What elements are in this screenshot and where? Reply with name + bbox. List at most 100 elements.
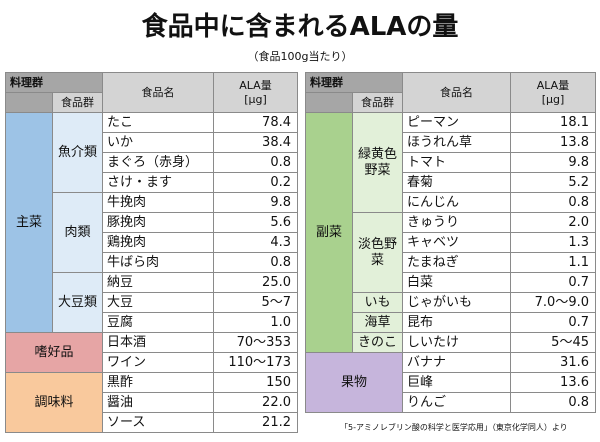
food-name: たまねぎ — [402, 252, 511, 273]
food-name: 昆布 — [402, 312, 511, 333]
subtitle: （食品100g当たり） — [247, 50, 353, 63]
ala-amount: 1.3 — [510, 232, 596, 253]
table-row: 食品群 — [5, 92, 298, 113]
food-name: 納豆 — [102, 272, 214, 293]
header-blank — [305, 92, 353, 113]
table-row: 果物 バナナ 31.6 — [305, 352, 596, 413]
table-row: 鶏挽肉 4.3 — [6, 232, 298, 253]
ala-amount: 21.2 — [213, 412, 298, 433]
header-amount: ALA量 [μg] — [213, 72, 298, 113]
table-row: 食品群 — [305, 92, 596, 113]
food-name: 豆腐 — [102, 312, 214, 333]
header-amount: ALA量 [μg] — [510, 72, 596, 113]
food-name: 白菜 — [402, 272, 511, 293]
food-name: ワイン — [102, 352, 214, 373]
food-name: きゅうり — [402, 212, 511, 233]
category-name: 嗜好品 — [5, 332, 103, 373]
ala-amount: 0.7 — [510, 312, 596, 333]
table-row: 嗜好品 日本酒 70〜353 — [5, 332, 298, 373]
table-row: りんご 0.8 — [306, 392, 596, 413]
food-name: 鶏挽肉 — [102, 232, 214, 253]
table-row: 料理群 食品名 ALA量 [μg] — [305, 72, 596, 113]
table-row: 肉類 牛挽肉 9.8 — [6, 192, 298, 273]
table-row: 海草 昆布 0.7 — [306, 312, 596, 333]
food-name: しいたけ — [402, 332, 511, 353]
food-name: まぐろ（赤身） — [102, 152, 214, 173]
table-row: ほうれん草 13.8 — [306, 132, 596, 153]
ala-amount: 13.6 — [510, 372, 596, 393]
food-name: 牛挽肉 — [102, 192, 214, 213]
category-name: 調味料 — [5, 372, 103, 433]
ala-amount: 5.6 — [213, 212, 298, 233]
food-name: ピーマン — [402, 112, 511, 133]
header-category: 料理群 — [5, 72, 103, 93]
table-row: 料理群 食品名 ALA量 [μg] — [5, 72, 298, 113]
category-name: 果物 — [305, 352, 403, 413]
food-name: にんじん — [402, 192, 511, 213]
category-name: 副菜 — [305, 112, 353, 353]
header-amount-label: ALA量 — [536, 78, 570, 92]
group-name: 淡色野菜 — [352, 212, 403, 293]
ala-amount: 5.2 — [510, 172, 596, 193]
table-row: 巨峰 13.6 — [306, 372, 596, 393]
food-name: 春菊 — [402, 172, 511, 193]
ala-amount: 9.8 — [213, 192, 298, 213]
header-unit: [μg] — [541, 92, 565, 106]
ala-amount: 5〜7 — [213, 292, 298, 313]
ala-amount: 0.8 — [213, 152, 298, 173]
group-name: 魚介類 — [52, 112, 103, 193]
group-name: いも — [352, 292, 403, 313]
ala-amount: 18.1 — [510, 112, 596, 133]
table-row: たまねぎ 1.1 — [306, 252, 596, 273]
ala-amount: 0.8 — [510, 192, 596, 213]
header-food: 食品名 — [402, 72, 511, 113]
group-name: きのこ — [352, 332, 403, 353]
ala-amount: 0.8 — [510, 392, 596, 413]
ala-amount: 2.0 — [510, 212, 596, 233]
header-group: 食品群 — [52, 92, 103, 113]
food-name: ほうれん草 — [402, 132, 511, 153]
table-row: 調味料 黒酢 150 — [5, 372, 298, 433]
table-row: キャベツ 1.3 — [306, 232, 596, 253]
group-name: 緑黄色野菜 — [352, 112, 403, 213]
food-name: 巨峰 — [402, 372, 511, 393]
ala-amount: 25.0 — [213, 272, 298, 293]
header-amount-label: ALA量 — [239, 78, 272, 92]
food-name: トマト — [402, 152, 511, 173]
food-name: さけ・ます — [102, 172, 214, 193]
food-name: じゃがいも — [402, 292, 511, 313]
ala-amount: 4.3 — [213, 232, 298, 253]
food-name: 大豆 — [102, 292, 214, 313]
table-row: 白菜 0.7 — [306, 272, 596, 293]
table-row: 大豆類 納豆 25.0 — [6, 272, 298, 333]
food-name: 醤油 — [102, 392, 214, 413]
header-category: 料理群 — [305, 72, 403, 93]
ala-amount: 1.0 — [213, 312, 298, 333]
table-row: 主菜 魚介類 たこ 78.4 — [5, 112, 298, 333]
food-name: たこ — [102, 112, 214, 133]
table-row: まぐろ（赤身） 0.8 — [6, 152, 298, 173]
ala-amount: 22.0 — [213, 392, 298, 413]
left-table: 料理群 食品名 ALA量 [μg] 食品群 主菜 魚介類 たこ 78.4 いか 38.4 まぐろ（赤身… — [5, 72, 298, 433]
group-name: 肉類 — [52, 192, 103, 273]
category-name: 主菜 — [5, 112, 53, 333]
group-name: 海草 — [352, 312, 403, 333]
right-table: 料理群 食品名 ALA量 [μg] 食品群 副菜 緑黄色野菜 ピーマン 18.1 ほうれん草 13.… — [305, 72, 596, 413]
header-blank — [5, 92, 53, 113]
ala-amount: 5〜45 — [510, 332, 596, 353]
header-group: 食品群 — [352, 92, 403, 113]
ala-amount: 70〜353 — [213, 332, 298, 353]
ala-amount: 0.2 — [213, 172, 298, 193]
table-row: ソース 21.2 — [6, 412, 298, 433]
food-name: 牛ばら肉 — [102, 252, 214, 273]
header-food: 食品名 — [102, 72, 214, 113]
header-unit: [μg] — [244, 92, 267, 106]
ala-amount: 0.8 — [213, 252, 298, 273]
ala-amount: 9.8 — [510, 152, 596, 173]
table-row: 副菜 緑黄色野菜 ピーマン 18.1 — [305, 112, 596, 353]
ala-amount: 13.8 — [510, 132, 596, 153]
ala-amount: 7.0〜9.0 — [510, 292, 596, 313]
food-name: ソース — [102, 412, 214, 433]
table-row: トマト 9.8 — [306, 152, 596, 173]
